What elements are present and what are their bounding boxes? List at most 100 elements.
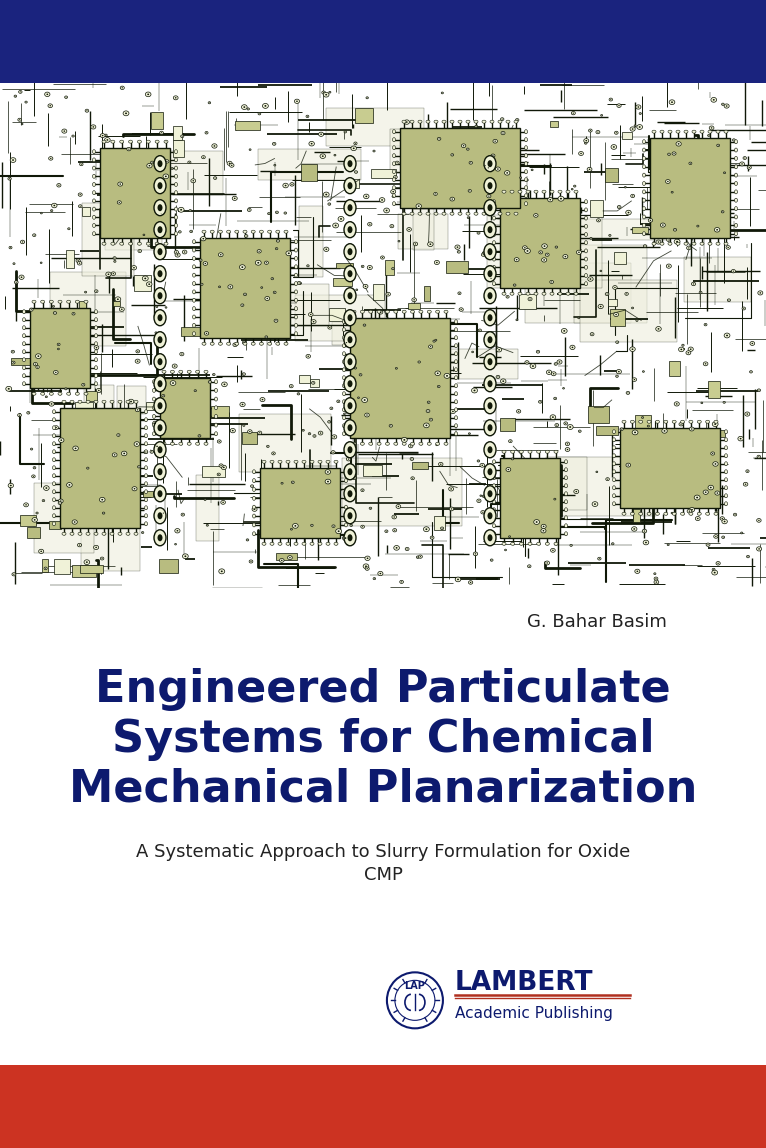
Ellipse shape <box>588 129 592 132</box>
Ellipse shape <box>636 319 638 321</box>
Ellipse shape <box>713 99 715 101</box>
Ellipse shape <box>470 582 471 583</box>
Ellipse shape <box>218 286 221 288</box>
Ellipse shape <box>135 359 140 363</box>
Ellipse shape <box>154 354 166 370</box>
Ellipse shape <box>472 388 477 393</box>
Ellipse shape <box>632 195 633 196</box>
Bar <box>309 380 319 387</box>
Ellipse shape <box>494 140 496 142</box>
Ellipse shape <box>242 373 245 375</box>
Ellipse shape <box>202 231 206 233</box>
Ellipse shape <box>393 528 397 532</box>
Ellipse shape <box>332 223 339 228</box>
Ellipse shape <box>343 413 345 414</box>
Bar <box>0 0 766 83</box>
Text: LAP: LAP <box>404 982 425 992</box>
Ellipse shape <box>413 242 417 246</box>
Ellipse shape <box>323 192 329 197</box>
Ellipse shape <box>493 515 496 520</box>
Ellipse shape <box>260 231 264 233</box>
Ellipse shape <box>174 365 175 367</box>
Ellipse shape <box>68 484 70 486</box>
Bar <box>630 449 640 463</box>
Ellipse shape <box>526 250 529 251</box>
Ellipse shape <box>249 560 253 563</box>
Ellipse shape <box>575 491 577 492</box>
Ellipse shape <box>100 497 105 502</box>
Ellipse shape <box>666 264 671 269</box>
Ellipse shape <box>585 140 587 141</box>
Ellipse shape <box>565 491 568 496</box>
Ellipse shape <box>95 289 98 293</box>
Ellipse shape <box>457 579 459 580</box>
Ellipse shape <box>306 265 309 266</box>
Ellipse shape <box>613 437 616 442</box>
Ellipse shape <box>44 486 49 490</box>
Ellipse shape <box>714 535 718 538</box>
Ellipse shape <box>55 372 57 373</box>
Ellipse shape <box>93 207 96 211</box>
Ellipse shape <box>691 509 693 511</box>
Ellipse shape <box>289 557 291 558</box>
Ellipse shape <box>535 521 538 522</box>
Ellipse shape <box>396 504 401 509</box>
Ellipse shape <box>631 527 637 532</box>
Ellipse shape <box>22 318 25 321</box>
Ellipse shape <box>502 132 504 133</box>
Ellipse shape <box>218 342 222 346</box>
Ellipse shape <box>565 523 568 528</box>
Ellipse shape <box>294 99 300 103</box>
Ellipse shape <box>260 342 264 346</box>
Ellipse shape <box>480 495 482 496</box>
Ellipse shape <box>49 393 54 395</box>
Ellipse shape <box>689 511 690 512</box>
Ellipse shape <box>614 287 616 288</box>
Ellipse shape <box>38 549 44 553</box>
Ellipse shape <box>561 328 567 333</box>
Ellipse shape <box>511 450 515 453</box>
Ellipse shape <box>113 261 116 263</box>
Ellipse shape <box>545 253 549 256</box>
Ellipse shape <box>270 460 274 464</box>
Ellipse shape <box>668 242 672 246</box>
Ellipse shape <box>724 333 730 338</box>
Ellipse shape <box>175 253 180 257</box>
Ellipse shape <box>192 281 195 286</box>
Ellipse shape <box>75 301 80 303</box>
Ellipse shape <box>158 293 162 300</box>
Ellipse shape <box>34 519 36 521</box>
Ellipse shape <box>725 429 728 434</box>
Ellipse shape <box>696 517 700 520</box>
Ellipse shape <box>214 380 218 383</box>
Ellipse shape <box>218 253 223 257</box>
Ellipse shape <box>574 489 579 494</box>
Ellipse shape <box>159 131 163 134</box>
Ellipse shape <box>119 202 120 203</box>
Ellipse shape <box>311 319 316 324</box>
Ellipse shape <box>667 544 669 545</box>
Ellipse shape <box>406 122 408 123</box>
Bar <box>113 301 120 307</box>
Ellipse shape <box>722 518 723 519</box>
Ellipse shape <box>493 491 496 496</box>
Ellipse shape <box>94 318 97 321</box>
Bar <box>60 408 140 528</box>
Ellipse shape <box>487 161 493 168</box>
Ellipse shape <box>656 326 661 331</box>
Ellipse shape <box>243 342 247 346</box>
Ellipse shape <box>344 507 356 523</box>
Ellipse shape <box>221 465 227 470</box>
Ellipse shape <box>120 86 124 90</box>
Ellipse shape <box>502 542 506 545</box>
Ellipse shape <box>129 140 133 144</box>
Ellipse shape <box>94 310 97 313</box>
Ellipse shape <box>156 445 158 447</box>
Ellipse shape <box>203 262 208 265</box>
Ellipse shape <box>487 534 493 541</box>
Ellipse shape <box>553 373 555 374</box>
Ellipse shape <box>42 499 44 502</box>
Ellipse shape <box>122 451 127 456</box>
Ellipse shape <box>716 561 720 565</box>
Ellipse shape <box>158 425 162 432</box>
